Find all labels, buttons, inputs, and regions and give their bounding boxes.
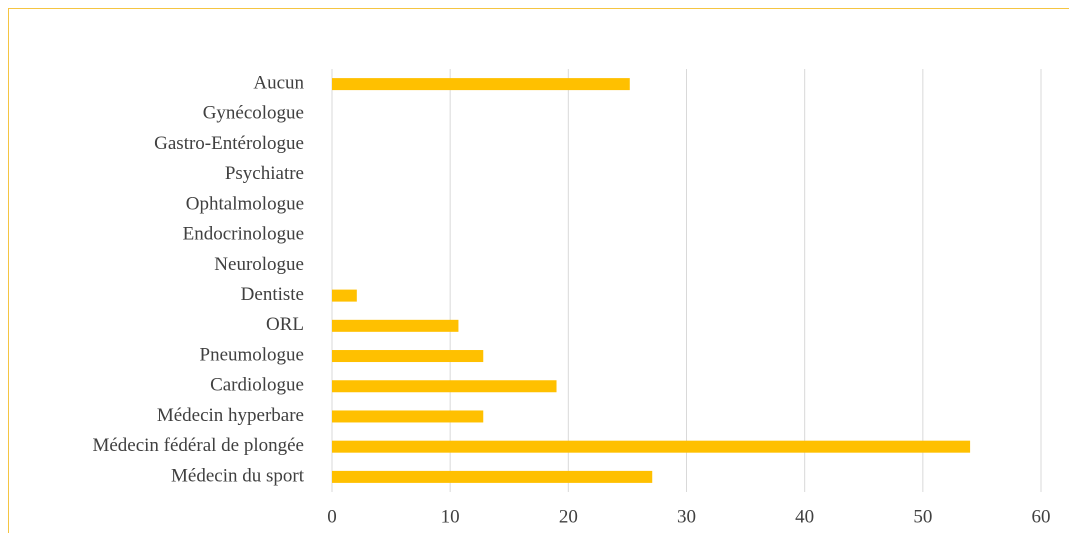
x-tick-label: 0	[327, 506, 337, 527]
bar	[332, 350, 484, 363]
y-tick-label: Cardiologue	[210, 375, 304, 396]
x-tick-label: 10	[441, 506, 460, 527]
bar	[332, 440, 971, 453]
bar	[332, 319, 459, 332]
y-tick-label: Aucun	[253, 72, 304, 93]
y-tick-label: Dentiste	[241, 284, 304, 305]
x-tick-label: 60	[1032, 506, 1051, 527]
x-tick-label: 20	[559, 506, 578, 527]
y-tick-label: Gynécologue	[203, 103, 304, 124]
y-tick-label: Médecin du sport	[171, 465, 305, 486]
y-tick-label: Pneumologue	[200, 344, 305, 365]
bar	[332, 470, 653, 483]
y-tick-label: Endocrinologue	[183, 224, 304, 245]
x-tick-label: 40	[795, 506, 814, 527]
y-tick-label: Neurologue	[214, 254, 304, 275]
bar	[332, 78, 630, 91]
y-tick-label: Psychiatre	[225, 163, 304, 184]
bar	[332, 410, 484, 423]
bar	[332, 380, 557, 393]
x-tick-label: 50	[913, 506, 932, 527]
y-tick-label: Médecin fédéral de plongée	[92, 435, 304, 456]
y-tick-label: Gastro-Entérologue	[154, 133, 304, 154]
chart-border	[8, 8, 1069, 533]
x-tick-label: 30	[677, 506, 696, 527]
bar	[332, 289, 357, 302]
y-tick-label: Médecin hyperbare	[157, 405, 304, 426]
y-tick-label: ORL	[266, 314, 304, 335]
y-tick-label: Ophtalmologue	[186, 193, 304, 214]
